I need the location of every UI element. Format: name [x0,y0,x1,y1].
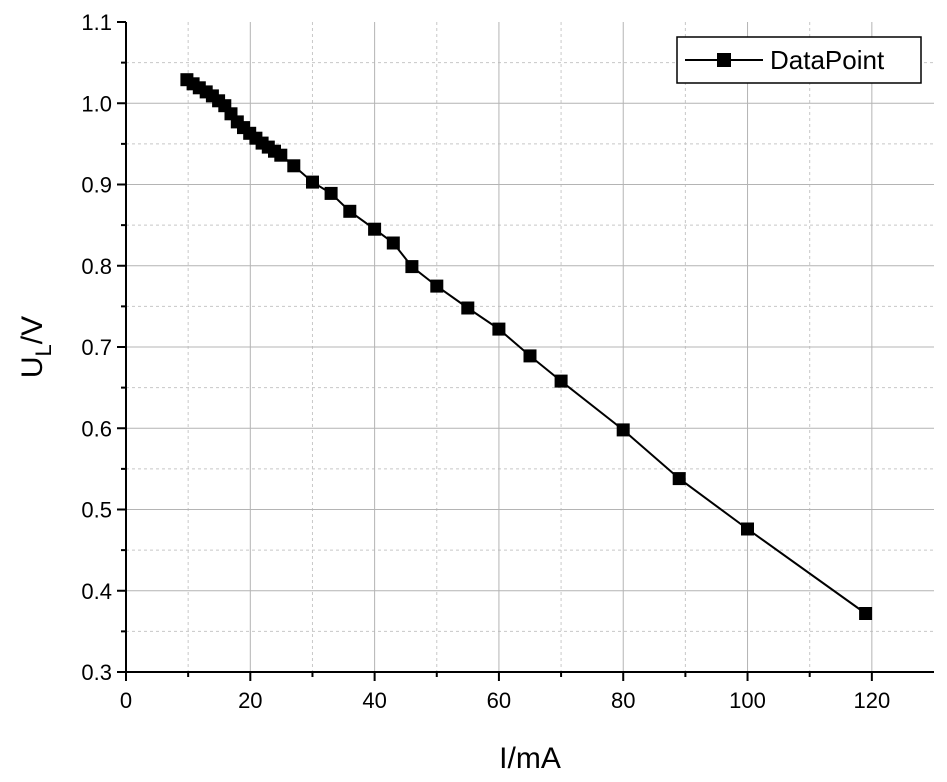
y-axis-title-subscript: L [31,344,56,356]
tick-labels: 0 20 40 60 80 100 120 0.3 0.4 0.5 0.6 0.7 0.8 0.9 1.0 1… [81,10,890,713]
y-axis-title-suffix: /V [16,316,49,344]
data-point [274,148,288,162]
data-point [287,159,301,173]
data-point [554,374,568,388]
data-point [430,279,444,293]
x-tick-label: 40 [362,688,386,713]
y-tick-label: 0.9 [81,173,112,198]
data-point [523,349,537,363]
legend-label: DataPoint [770,45,885,75]
x-tick-label: 80 [611,688,635,713]
y-tick-label: 0.4 [81,579,112,604]
data-point [368,222,382,236]
data-point [461,301,475,315]
y-tick-label: 0.6 [81,416,112,441]
axes [117,21,934,681]
data-point [616,423,630,437]
data-point [672,472,686,486]
legend-marker [717,53,731,67]
y-tick-label: 1.0 [81,91,112,116]
data-point [405,260,419,274]
y-axis-title-main: U [16,356,49,378]
data-point [386,236,400,250]
x-tick-label: 0 [120,688,132,713]
y-tick-label: 1.1 [81,10,112,35]
data-point [492,322,506,336]
data-point [343,204,357,218]
y-tick-label: 0.3 [81,660,112,685]
y-axis-title: UL/V [16,316,56,378]
x-tick-label: 100 [729,688,766,713]
y-tick-label: 0.7 [81,335,112,360]
data-point [741,522,754,536]
series-layer [180,73,873,620]
x-tick-label: 120 [853,688,890,713]
data-point [859,607,873,620]
x-tick-label: 20 [238,688,262,713]
y-tick-label: 0.8 [81,254,112,279]
x-axis-title: I/mA [499,742,561,775]
legend: DataPoint [676,36,922,84]
x-tick-label: 60 [487,688,511,713]
y-tick-label: 0.5 [81,498,112,523]
data-point [306,175,319,189]
data-point [324,186,338,200]
